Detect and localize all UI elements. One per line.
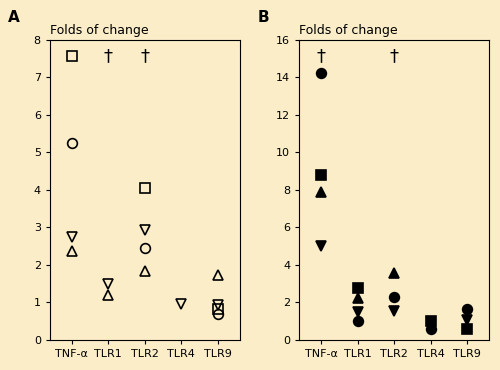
Text: Folds of change: Folds of change — [299, 24, 398, 37]
Text: A: A — [8, 10, 20, 24]
Text: †: † — [140, 47, 149, 65]
Text: †: † — [104, 47, 112, 65]
Text: †: † — [390, 47, 398, 65]
Text: †: † — [316, 47, 326, 65]
Text: Folds of change: Folds of change — [50, 24, 148, 37]
Text: B: B — [258, 10, 269, 24]
